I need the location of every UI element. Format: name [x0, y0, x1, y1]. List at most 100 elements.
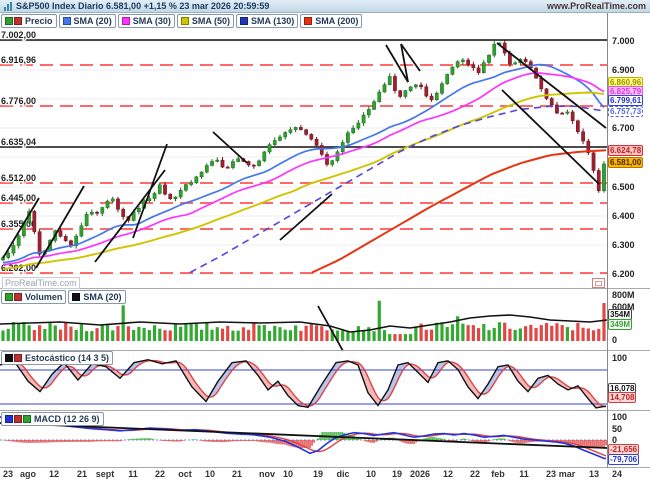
- legend-swatch-icon: [72, 293, 81, 301]
- instrument-title: S&P500 Index Diario 6.581,00 +1,15 % 23 …: [16, 1, 270, 11]
- main-axis-tick: 6.900: [612, 65, 635, 75]
- macd-axis-tag: -79,706: [608, 454, 640, 465]
- candles-group: [1, 40, 606, 262]
- x-axis-label: 13: [588, 469, 600, 479]
- x-axis-label: 11: [519, 469, 529, 479]
- volume-axis-tick: 0: [612, 335, 618, 345]
- x-axis-label: 23: [2, 469, 14, 479]
- price-level-label: 6.512,00: [1, 173, 36, 183]
- chart-bars-icon: [4, 1, 12, 11]
- legend-swatch-icon: [304, 17, 313, 25]
- legend-label: SMA (20): [83, 292, 122, 302]
- legend-chip-macd-12-26-9-[interactable]: MACD (12 26 9): [1, 412, 104, 426]
- sma20-line: [2, 63, 605, 264]
- x-axis-label: 19: [312, 469, 324, 479]
- volume-sma-line: [0, 314, 608, 333]
- trendline: [35, 185, 85, 269]
- stochastic-axis-tag: 14,708: [608, 392, 637, 403]
- macd-trendline: [0, 422, 608, 449]
- x-axis-label: 24: [611, 469, 623, 479]
- x-axis-label: oct: [178, 469, 192, 479]
- legend-chip-volumen[interactable]: Volumen: [1, 290, 67, 304]
- x-axis-label: 12: [442, 469, 454, 479]
- trendline: [400, 43, 421, 72]
- legend-chip-sma-50-[interactable]: SMA (50): [176, 14, 235, 28]
- legend-label: SMA (200): [315, 16, 359, 26]
- legend-swatch-icon: [62, 17, 71, 25]
- macd-axis-tick: 100: [612, 412, 628, 422]
- x-axis-label: 10: [365, 469, 377, 479]
- main-axis-tick: 6.200: [612, 269, 635, 279]
- stochastic-legend: Estocástico (14 3 5): [1, 351, 114, 365]
- legend-swatch-icon: [5, 415, 31, 423]
- legend-chip-precio[interactable]: Precio: [1, 14, 57, 28]
- legend-swatch-icon: [180, 17, 189, 25]
- legend-swatch-icon: [240, 17, 249, 25]
- x-axis-label: 10: [204, 469, 216, 479]
- sma200-line: [311, 149, 607, 274]
- title-bar: S&P500 Index Diario 6.581,00 +1,15 % 23 …: [0, 0, 650, 13]
- trendline: [496, 42, 607, 129]
- trendline: [385, 44, 409, 83]
- prorealtime-link[interactable]: www.ProRealTime.com: [546, 1, 646, 11]
- stochastic-fill: [0, 359, 606, 408]
- legend-swatch-icon: [5, 17, 22, 25]
- legend-label: Estocástico (14 3 5): [25, 353, 110, 363]
- legend-label: Volumen: [25, 292, 63, 302]
- x-axis-label: ago: [19, 469, 37, 479]
- price-legend: Precio SMA (20) SMA (30) SMA (50) SMA (130) S…: [1, 14, 363, 28]
- volume-axis-tag: 349M: [608, 319, 633, 330]
- sma50-line: [2, 91, 605, 270]
- price-level-label: 6.916,96: [1, 55, 36, 65]
- expand-chart-icon[interactable]: [592, 278, 605, 288]
- legend-swatch-icon: [5, 354, 22, 362]
- x-axis-label: 23: [545, 469, 557, 479]
- x-axis-label: 11: [128, 469, 138, 479]
- x-axis-label: 19: [391, 469, 403, 479]
- main-axis-tag: 6.581,00: [608, 157, 644, 168]
- price-level-label: 6.635,04: [1, 137, 36, 147]
- legend-label: Precio: [25, 16, 53, 26]
- x-axis-label: dic: [336, 469, 350, 479]
- legend-chip-sma-20-[interactable]: SMA (20): [58, 14, 116, 28]
- legend-chip-sma-130-[interactable]: SMA (130): [236, 14, 299, 28]
- x-axis-label: 21: [76, 469, 88, 479]
- volume-legend: Volumen SMA (20): [1, 290, 126, 304]
- main-axis-tick: 6.700: [612, 123, 635, 133]
- price-level-label: 6.445,00: [1, 193, 36, 203]
- legend-label: MACD (12 26 9): [34, 414, 100, 424]
- legend-chip-sma-20-[interactable]: SMA (20): [68, 290, 126, 304]
- main-axis-tag: 6.799,61: [608, 95, 644, 106]
- legend-label: SMA (30): [132, 16, 171, 26]
- legend-swatch-icon: [121, 17, 130, 25]
- trendline: [132, 143, 168, 239]
- x-axis-label: 10: [282, 469, 294, 479]
- x-axis-label: sept: [95, 469, 115, 479]
- volume-axis-tick: 600M: [612, 302, 635, 312]
- stochastic-k-line: [0, 359, 607, 409]
- macd-axis-tick: 0: [612, 435, 618, 445]
- legend-chip-sma-200-[interactable]: SMA (200): [300, 14, 363, 28]
- price-level-label: 7.002,00: [1, 30, 36, 40]
- legend-label: SMA (20): [73, 16, 112, 26]
- trendline: [400, 43, 409, 83]
- x-axis-label: 12: [48, 469, 60, 479]
- main-axis-tick: 6.300: [612, 240, 635, 250]
- trendline: [212, 131, 248, 164]
- x-axis-label: mar: [558, 469, 576, 479]
- macd-line: [0, 416, 606, 460]
- stochastic-axis-tick: 100: [612, 353, 628, 363]
- trendline: [501, 89, 600, 185]
- legend-label: SMA (50): [191, 16, 231, 26]
- legend-chip-estoc-stico-14-3-5-[interactable]: Estocástico (14 3 5): [1, 351, 114, 365]
- trendline: [94, 169, 166, 263]
- legend-chip-sma-30-[interactable]: SMA (30): [117, 14, 175, 28]
- x-axis-label: 21: [231, 469, 243, 479]
- volume-trendline: [317, 305, 344, 352]
- trendline: [279, 193, 333, 241]
- legend-label: SMA (130): [251, 16, 295, 26]
- main-axis-tick: 7.000: [612, 36, 635, 46]
- sma30-line: [2, 72, 605, 266]
- price-level-label: 6.776,00: [1, 96, 36, 106]
